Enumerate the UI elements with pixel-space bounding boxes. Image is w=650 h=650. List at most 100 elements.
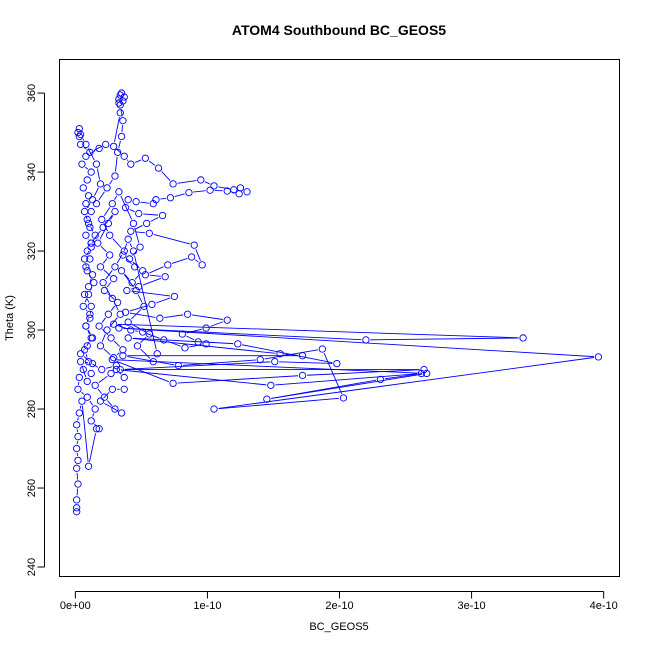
data-point xyxy=(100,393,109,401)
data-point xyxy=(131,263,139,271)
series-segment xyxy=(174,193,185,197)
data-point xyxy=(234,340,242,348)
data-point xyxy=(136,243,144,251)
series-segment xyxy=(129,243,133,248)
series-segment xyxy=(85,309,88,312)
data-point xyxy=(124,318,132,326)
data-point xyxy=(84,290,93,299)
series-segment xyxy=(125,257,132,264)
data-point xyxy=(121,308,130,316)
data-point xyxy=(76,357,85,366)
series-segment xyxy=(106,281,112,288)
data-point xyxy=(80,207,89,216)
data-point xyxy=(99,279,107,287)
series-segment xyxy=(123,243,128,251)
data-point xyxy=(88,359,97,368)
data-point xyxy=(87,207,95,216)
data-point xyxy=(318,345,326,353)
data-point xyxy=(115,324,123,332)
data-point xyxy=(106,251,114,259)
series-segment xyxy=(275,373,417,386)
data-point xyxy=(111,405,119,413)
series-segment xyxy=(90,227,94,232)
series-segment xyxy=(85,166,89,170)
y-tick-label: 240 xyxy=(26,558,38,576)
data-point xyxy=(206,186,214,194)
data-point xyxy=(100,286,109,295)
data-point xyxy=(267,381,275,389)
data-point xyxy=(91,381,99,389)
series-segment xyxy=(76,488,79,496)
data-point xyxy=(82,231,90,239)
data-point xyxy=(129,247,138,255)
data-point xyxy=(111,207,119,216)
data-point xyxy=(519,334,527,342)
data-point xyxy=(202,324,210,332)
plot-frame xyxy=(59,59,620,577)
data-point xyxy=(75,132,83,141)
data-point xyxy=(99,223,107,232)
data-point xyxy=(197,176,205,184)
data-point xyxy=(86,255,94,263)
data-point xyxy=(145,229,153,237)
data-point xyxy=(73,508,81,516)
series-segment xyxy=(149,266,164,274)
data-point xyxy=(376,375,385,384)
data-point xyxy=(96,263,105,271)
data-point xyxy=(76,130,85,139)
data-point xyxy=(87,239,95,247)
series-segment xyxy=(134,159,142,163)
x-tick-label: 2e-10 xyxy=(325,600,353,612)
series-segment xyxy=(124,273,130,280)
data-point xyxy=(88,271,97,279)
data-point xyxy=(271,357,279,366)
data-point xyxy=(80,255,89,263)
data-point xyxy=(84,219,93,228)
data-point xyxy=(74,456,82,465)
data-point xyxy=(94,239,102,247)
data-point xyxy=(111,172,119,180)
data-point xyxy=(87,243,95,251)
data-point xyxy=(91,405,99,413)
series-segment xyxy=(110,305,116,311)
series-segment xyxy=(123,327,594,358)
data-point xyxy=(74,433,82,441)
data-point xyxy=(116,91,124,99)
data-point xyxy=(119,352,127,360)
data-point xyxy=(152,196,160,204)
x-tick-label: 0e+00 xyxy=(60,600,91,612)
data-point xyxy=(108,294,116,303)
data-point xyxy=(95,322,103,330)
series-segment xyxy=(132,337,234,345)
data-point xyxy=(127,160,135,168)
data-point xyxy=(83,267,91,275)
data-point xyxy=(95,144,103,153)
series-segment xyxy=(98,375,108,384)
series-segment xyxy=(177,180,197,184)
series-segment xyxy=(105,366,113,369)
data-point xyxy=(169,180,177,188)
series-2 xyxy=(87,188,161,366)
series-segment xyxy=(164,314,184,319)
data-point xyxy=(129,219,138,228)
data-point xyxy=(139,328,147,336)
data-point xyxy=(119,346,127,354)
series-segment xyxy=(131,290,170,297)
data-point xyxy=(153,350,161,358)
data-point xyxy=(128,279,136,287)
data-point xyxy=(116,109,124,117)
data-point xyxy=(149,357,157,366)
x-tick-label: 4e-10 xyxy=(590,600,618,612)
data-point xyxy=(423,369,431,378)
data-point xyxy=(139,267,147,275)
series-segment xyxy=(194,259,199,263)
data-point xyxy=(86,223,94,232)
data-point xyxy=(83,247,91,255)
series-segment xyxy=(120,195,132,220)
series-segment xyxy=(370,337,519,341)
series-segment xyxy=(104,402,118,412)
series-segment xyxy=(149,274,161,277)
data-point xyxy=(170,292,179,301)
series-segment xyxy=(97,388,102,394)
data-point xyxy=(82,152,90,160)
